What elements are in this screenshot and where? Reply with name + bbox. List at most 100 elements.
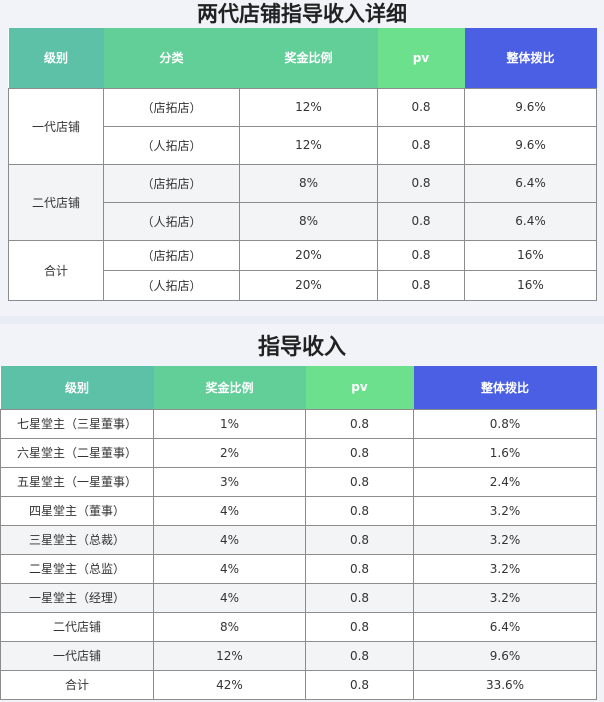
guidance-income-panel: 指导收入 级别 奖金比例 pv 整体拨比 七星堂主（三星董事） 1% 0.8 0… [0,324,604,702]
overall-cell: 3.2% [413,524,597,555]
overall-cell: 3.2% [413,582,597,613]
ratio-cell: 4% [153,553,306,584]
level-cell: 五星堂主（一星董事） [0,466,154,497]
ratio-cell: 1% [153,408,306,439]
ratio-cell: 20% [239,269,378,301]
ratio-cell: 12% [153,640,306,671]
level-cell: 三星堂主（总裁） [0,524,154,555]
category-cell: （店拓店） [103,239,240,271]
category-cell: （人拓店） [103,201,240,241]
table-row: 三星堂主（总裁） 4% 0.8 3.2% [0,524,597,555]
overall-cell: 9.6% [464,87,597,127]
header-level: 级别 [0,366,154,409]
pv-cell: 0.8 [377,239,465,271]
table-row: 二代店铺 8% 0.8 6.4% [0,611,597,642]
category-cell: （人拓店） [103,269,240,301]
table-row: （人拓店） 8% 0.8 6.4% [9,201,597,241]
table-row: 合计 （店拓店） 20% 0.8 16% [8,239,597,301]
header-overall-ratio: 整体拨比 [413,366,597,409]
table-row: 合计 42% 0.8 33.6% [0,669,597,700]
pv-cell: 0.8 [305,466,414,497]
pv-cell: 0.8 [305,669,414,700]
table1-title: 两代店铺指导收入详细 [197,2,407,26]
level-cell: 二代店铺 [0,611,154,642]
ratio-cell: 8% [153,611,306,642]
header-pv: pv [377,28,465,88]
two-generation-store-panel: 两代店铺指导收入详细 级别 分类 奖金比例 pv 整体拨比 一代店铺 （店拓店）… [0,0,604,316]
pv-cell: 0.8 [305,582,414,613]
header-pv: pv [305,366,414,409]
table-row: （人拓店） 12% 0.8 9.6% [9,125,597,165]
table-row: 一代店铺 （店拓店） 12% 0.8 9.6% [8,87,597,165]
overall-cell: 3.2% [413,495,597,526]
ratio-cell: 4% [153,524,306,555]
ratio-cell: 42% [153,669,306,700]
table-row: 四星堂主（董事） 4% 0.8 3.2% [0,495,597,526]
category-cell: （店拓店） [103,163,240,203]
ratio-cell: 8% [239,163,378,203]
pv-cell: 0.8 [377,163,465,203]
level-cell: 一代店铺 [0,640,154,671]
table2-header-row: 级别 奖金比例 pv 整体拨比 [0,366,597,409]
overall-cell: 1.6% [413,437,597,468]
level-cell: 七星堂主（三星董事） [0,408,154,439]
header-overall-ratio: 整体拨比 [464,28,597,88]
overall-cell: 3.2% [413,553,597,584]
table-row: 一代店铺 12% 0.8 9.6% [0,640,597,671]
overall-cell: 9.6% [464,125,597,165]
header-bonus-ratio: 奖金比例 [153,366,306,409]
level-cell: 六星堂主（二星董事） [0,437,154,468]
pv-cell: 0.8 [377,125,465,165]
pv-cell: 0.8 [377,269,465,301]
guidance-income-table: 级别 奖金比例 pv 整体拨比 七星堂主（三星董事） 1% 0.8 0.8% 六… [0,366,597,700]
pv-cell: 0.8 [305,495,414,526]
table-row: 一星堂主（经理） 4% 0.8 3.2% [0,582,597,613]
ratio-cell: 12% [239,87,378,127]
pv-cell: 0.8 [377,201,465,241]
level-cell: 二代店铺 [8,163,104,241]
pv-cell: 0.8 [305,553,414,584]
overall-cell: 6.4% [464,163,597,203]
overall-cell: 9.6% [413,640,597,671]
ratio-cell: 3% [153,466,306,497]
header-category: 分类 [103,28,240,88]
ratio-cell: 12% [239,125,378,165]
store-guidance-table: 级别 分类 奖金比例 pv 整体拨比 一代店铺 （店拓店） 12% 0.8 9.… [8,28,597,301]
overall-cell: 0.8% [413,408,597,439]
table-row: （人拓店） 20% 0.8 16% [9,269,597,301]
table-row: 六星堂主（二星董事） 2% 0.8 1.6% [0,437,597,468]
header-bonus-ratio: 奖金比例 [239,28,378,88]
category-cell: （店拓店） [103,87,240,127]
ratio-cell: 4% [153,495,306,526]
level-cell: 二星堂主（总监） [0,553,154,584]
overall-cell: 2.4% [413,466,597,497]
ratio-cell: 20% [239,239,378,271]
table-row: 七星堂主（三星董事） 1% 0.8 0.8% [0,408,597,439]
overall-cell: 16% [464,239,597,271]
ratio-cell: 4% [153,582,306,613]
overall-cell: 6.4% [413,611,597,642]
table1-header-row: 级别 分类 奖金比例 pv 整体拨比 [8,28,597,88]
category-cell: （人拓店） [103,125,240,165]
level-cell: 合计 [0,669,154,700]
pv-cell: 0.8 [305,437,414,468]
overall-cell: 6.4% [464,201,597,241]
level-cell: 一星堂主（经理） [0,582,154,613]
level-cell: 四星堂主（董事） [0,495,154,526]
table2-title: 指导收入 [257,335,346,360]
pv-cell: 0.8 [305,408,414,439]
table-row: 二代店铺 （店拓店） 8% 0.8 6.4% [8,163,597,241]
pv-cell: 0.8 [305,640,414,671]
table-row: 五星堂主（一星董事） 3% 0.8 2.4% [0,466,597,497]
level-cell: 合计 [8,239,104,301]
ratio-cell: 8% [239,201,378,241]
overall-cell: 33.6% [413,669,597,700]
overall-cell: 16% [464,269,597,301]
pv-cell: 0.8 [305,524,414,555]
level-cell: 一代店铺 [8,87,104,165]
table-row: 二星堂主（总监） 4% 0.8 3.2% [0,553,597,584]
ratio-cell: 2% [153,437,306,468]
pv-cell: 0.8 [305,611,414,642]
header-level: 级别 [8,28,104,88]
pv-cell: 0.8 [377,87,465,127]
